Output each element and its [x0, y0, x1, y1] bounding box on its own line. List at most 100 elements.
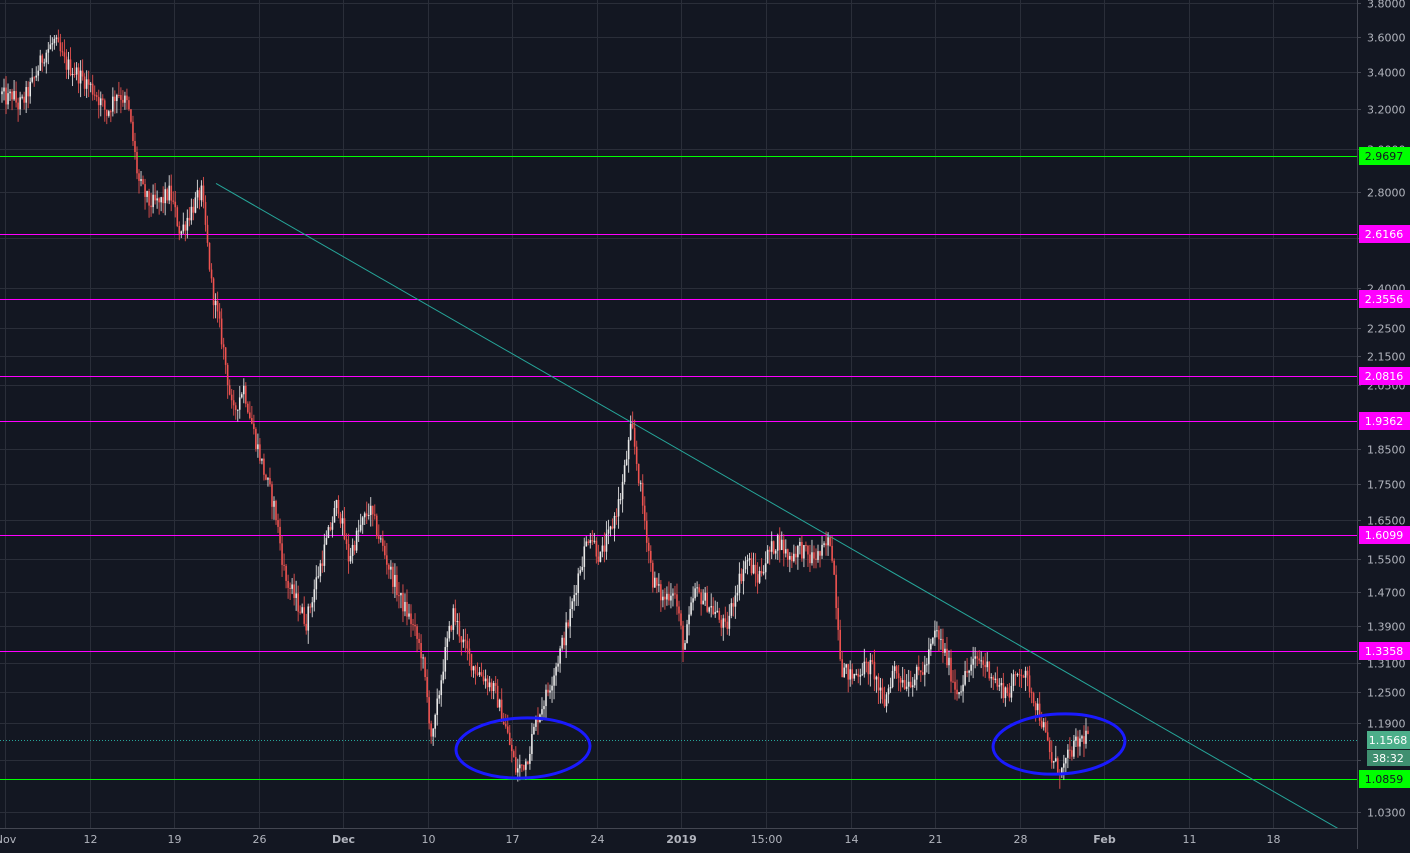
candle-body — [204, 202, 207, 225]
candle-body — [317, 576, 320, 578]
candle-body — [184, 224, 187, 231]
candle-body — [543, 706, 545, 710]
circle-annotation-left[interactable] — [454, 716, 592, 781]
candle-body — [909, 681, 912, 688]
candle-body — [514, 757, 517, 773]
candle-body — [25, 87, 27, 103]
candle-body — [984, 664, 987, 668]
candle-body — [166, 189, 169, 201]
candle-body — [525, 761, 527, 770]
candle-body — [97, 96, 100, 106]
candle-body — [827, 537, 829, 546]
candle-body — [478, 672, 481, 675]
candle-body — [516, 768, 519, 773]
candle-body — [549, 690, 551, 693]
candle-body — [436, 698, 439, 715]
candle-body — [811, 552, 813, 564]
candle-body — [214, 300, 217, 306]
candle-body — [833, 560, 835, 575]
candle-body — [752, 564, 755, 574]
candle-body — [240, 394, 243, 398]
candle-body — [647, 542, 650, 551]
candle-body — [660, 584, 662, 601]
level-price-tag — [1359, 147, 1410, 165]
candle-body — [750, 558, 753, 574]
candle-body — [694, 588, 696, 599]
candle-body — [400, 592, 402, 596]
candle-body — [295, 593, 297, 598]
candle-body — [77, 67, 80, 84]
candle-body — [686, 624, 688, 644]
candle-body — [351, 544, 354, 556]
candle-body — [198, 190, 201, 201]
candle-body — [313, 589, 316, 603]
candle-body — [619, 499, 622, 501]
candle-body — [414, 624, 416, 627]
candle-body — [571, 601, 574, 610]
candle-body — [728, 615, 731, 629]
candle-body — [192, 206, 195, 213]
candle-body — [180, 231, 183, 234]
candle-body — [212, 278, 215, 306]
candle-body — [801, 541, 803, 559]
level-price-tag — [1359, 367, 1410, 385]
candle-body — [627, 439, 630, 460]
candle-body — [1016, 674, 1019, 676]
candle-body — [923, 664, 926, 675]
time-tick-label: 15:00 — [751, 833, 783, 846]
candle-body — [1079, 738, 1081, 747]
candle-body — [492, 683, 495, 692]
candle-body — [321, 563, 324, 566]
candle-body — [502, 721, 505, 725]
candle-body — [736, 592, 739, 596]
trendline[interactable] — [215, 183, 1353, 837]
candle-body — [118, 95, 120, 97]
candle-body — [202, 185, 205, 203]
candle-body — [768, 549, 771, 552]
candle-body — [75, 67, 78, 75]
candle-body — [533, 726, 535, 735]
candle-body — [946, 648, 948, 666]
candle-body — [253, 423, 255, 430]
candle-body — [474, 666, 477, 674]
candle-body — [124, 95, 126, 103]
candle-body — [444, 647, 447, 672]
candle-body — [27, 87, 29, 97]
candle-body — [867, 661, 870, 675]
candle-body — [323, 544, 326, 566]
candle-body — [740, 573, 743, 582]
candle-body — [942, 638, 944, 653]
candle-body — [565, 622, 567, 646]
candle-body — [865, 661, 868, 663]
candle-body — [226, 364, 229, 386]
price-tick-label: 3.2000 — [1367, 104, 1406, 117]
candle-body — [3, 87, 5, 92]
candle-body — [325, 538, 328, 545]
candle-body — [101, 98, 104, 101]
candle-body — [940, 638, 942, 640]
last-price-tag — [1367, 731, 1410, 749]
candle-body — [164, 189, 167, 204]
circle-annotation-right[interactable] — [991, 711, 1127, 778]
time-axis[interactable]: Nov 12 19 26 Dec 10 17 24 2019 15:00 14 21 28 Feb 11 18 — [0, 828, 1357, 849]
candle-body — [37, 70, 40, 76]
candle-body — [218, 311, 221, 319]
candle-body — [1075, 736, 1077, 741]
candle-body — [678, 606, 680, 614]
candle-body — [498, 699, 501, 708]
candle-body — [690, 602, 692, 615]
candle-body — [748, 558, 751, 561]
level-price-tag-label: 2.3556 — [1365, 293, 1404, 306]
candle-body — [595, 540, 598, 557]
candle-body — [386, 555, 388, 565]
candle-body — [406, 601, 408, 617]
level-price-tag-label: 1.0859 — [1365, 773, 1404, 786]
candle-body — [35, 75, 38, 78]
candle-body — [917, 666, 920, 671]
candle-body — [7, 93, 9, 105]
candle-body — [1006, 687, 1009, 694]
time-tick-label: 11 — [1183, 833, 1197, 846]
candle-body — [23, 96, 25, 103]
